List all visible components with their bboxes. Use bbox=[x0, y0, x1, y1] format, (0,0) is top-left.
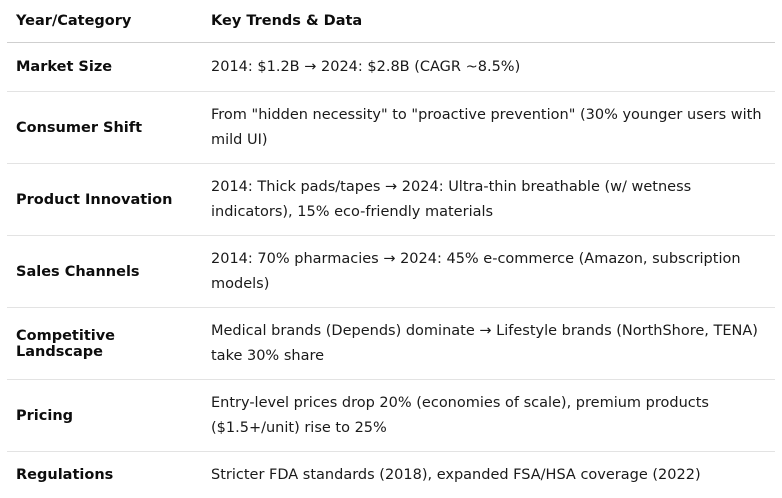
row-trend: Entry-level prices drop 20% (economies o… bbox=[202, 379, 775, 452]
table-row: Market Size 2014: $1.2B → 2024: $2.8B (C… bbox=[7, 42, 775, 92]
table-header: Year/Category Key Trends & Data bbox=[7, 0, 775, 43]
table-row: Regulations Stricter FDA standards (2018… bbox=[7, 452, 775, 498]
row-trend: 2014: 70% pharmacies → 2024: 45% e-comme… bbox=[202, 235, 775, 308]
row-category: Market Size bbox=[7, 42, 202, 92]
trends-table: Year/Category Key Trends & Data Market S… bbox=[7, 0, 775, 498]
row-category: Regulations bbox=[16, 467, 114, 483]
table-row: Pricing Entry-level prices drop 20% (eco… bbox=[7, 379, 775, 452]
row-category: Competitive Landscape bbox=[7, 307, 202, 380]
row-category: Pricing bbox=[7, 379, 202, 452]
row-category: Product Innovation bbox=[7, 163, 202, 236]
row-trend: Stricter FDA standards (2018), expanded … bbox=[211, 466, 701, 483]
row-category: Sales Channels bbox=[7, 235, 202, 308]
table-row: Sales Channels 2014: 70% pharmacies → 20… bbox=[7, 235, 775, 308]
row-trend: From "hidden necessity" to "proactive pr… bbox=[202, 91, 775, 164]
table-row: Consumer Shift From "hidden necessity" t… bbox=[7, 91, 775, 164]
header-year-category: Year/Category bbox=[7, 0, 202, 43]
row-trend: 2014: Thick pads/tapes → 2024: Ultra-thi… bbox=[202, 163, 775, 236]
table-row: Product Innovation 2014: Thick pads/tape… bbox=[7, 163, 775, 236]
row-category: Consumer Shift bbox=[7, 91, 202, 164]
header-row: Year/Category Key Trends & Data bbox=[7, 0, 775, 43]
row-trend: 2014: $1.2B → 2024: $2.8B (CAGR ~8.5%) bbox=[202, 42, 775, 92]
table-body: Market Size 2014: $1.2B → 2024: $2.8B (C… bbox=[7, 42, 775, 498]
table-row: Competitive Landscape Medical brands (De… bbox=[7, 307, 775, 380]
header-key-trends: Key Trends & Data bbox=[202, 0, 775, 43]
row-trend: Medical brands (Depends) dominate → Life… bbox=[202, 307, 775, 380]
